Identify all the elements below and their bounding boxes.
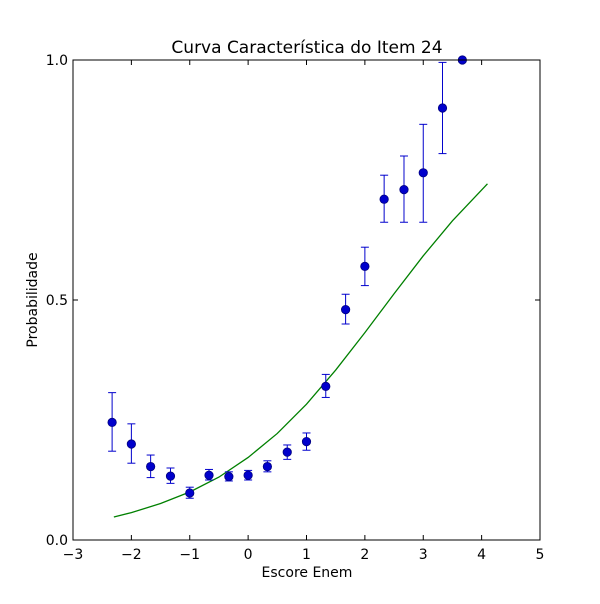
x-tick-label: −1: [179, 547, 200, 563]
data-point: [185, 488, 195, 498]
x-tick-label: 4: [477, 547, 486, 563]
x-tick-label: −3: [63, 547, 84, 563]
data-point: [262, 461, 272, 472]
data-point: [301, 436, 312, 447]
y-tick-label: 0.5: [46, 293, 68, 309]
data-point: [224, 472, 234, 482]
x-tick-label: 0: [244, 547, 253, 563]
data-point: [243, 470, 253, 480]
x-axis: −3 −2 −1 0 1 2 3 4 5: [63, 60, 545, 563]
data-point: [146, 461, 156, 472]
data-point: [379, 194, 389, 204]
chart-title: Curva Característica do Item 24: [171, 38, 442, 58]
fitted-curve: [113, 183, 488, 518]
y-tick-label: 1.0: [46, 53, 68, 69]
y-axis: 0.0 0.5 1.0: [46, 53, 540, 549]
data-point: [360, 261, 370, 271]
plot-area: [107, 55, 488, 518]
x-tick-label: 3: [419, 547, 428, 563]
x-tick-label: 2: [360, 547, 369, 563]
data-point: [399, 185, 409, 195]
data-point: [341, 304, 351, 315]
data-point: [282, 447, 292, 457]
data-point: [126, 439, 136, 449]
x-tick-label: −2: [121, 547, 142, 563]
data-point: [321, 381, 331, 391]
x-tick-label: 5: [536, 547, 545, 563]
data-point: [418, 168, 428, 178]
data-point: [165, 471, 176, 481]
y-tick-label: 0.0: [46, 533, 68, 549]
x-tick-label: 1: [302, 547, 311, 563]
data-point: [107, 417, 117, 427]
data-point: [204, 470, 214, 480]
y-axis-label: Probabilidade: [25, 252, 41, 347]
x-axis-label: Escore Enem: [262, 565, 353, 581]
data-point: [437, 103, 448, 113]
